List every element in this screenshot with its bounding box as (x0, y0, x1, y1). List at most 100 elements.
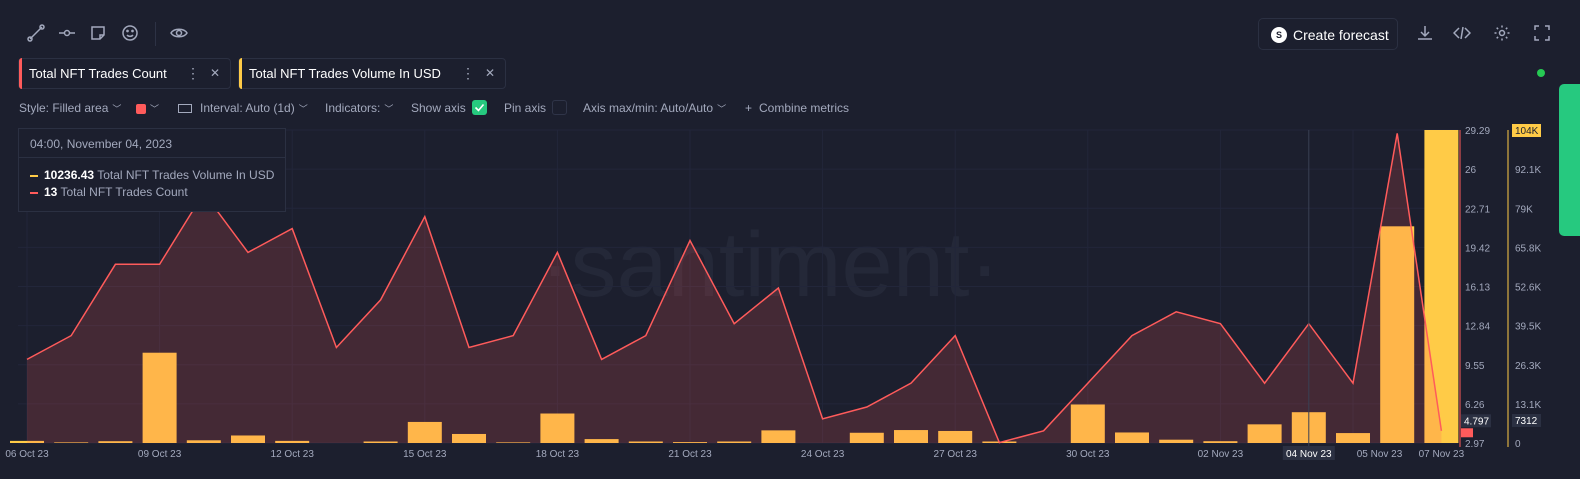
left-axis-current-value: 4.797 (1464, 416, 1489, 427)
indicators-dropdown[interactable]: Indicators: ﹀ (325, 99, 393, 118)
right-axis-tick-label: 39.5K (1515, 322, 1541, 333)
trades-count-area (27, 133, 1442, 443)
chevron-down-icon: ﹀ (298, 104, 308, 114)
create-forecast-button[interactable]: S Create forecast (1258, 18, 1398, 50)
show-axis-checkbox[interactable] (472, 100, 487, 115)
right-axis-tick-label: 79K (1515, 204, 1533, 215)
metric-close-icon[interactable]: ✕ (210, 66, 221, 80)
volume-bar (1380, 226, 1415, 443)
metric-menu-icon[interactable]: ⋮ (461, 65, 475, 81)
right-axis-max-badge (1512, 124, 1541, 137)
metric-label: Total NFT Trades Count (29, 66, 167, 81)
eye-icon[interactable] (169, 24, 189, 44)
volume-bar (540, 413, 575, 443)
x-axis-tick-label: 07 Nov 23 (1419, 449, 1465, 460)
side-panel-toggle[interactable] (1559, 84, 1580, 236)
volume-bar (894, 430, 928, 443)
volume-bar (496, 442, 531, 443)
x-axis-tick-label: 05 Nov 23 (1357, 449, 1403, 460)
right-axis-current-badge (1512, 413, 1541, 427)
volume-bar (407, 421, 442, 443)
chevron-down-icon: ﹀ (717, 104, 727, 114)
x-axis-tick-label: 06 Oct 23 (5, 449, 49, 460)
x-axis-tick-label: 15 Oct 23 (403, 449, 447, 460)
x-axis-tick-label: 09 Oct 23 (138, 449, 182, 460)
note-icon[interactable] (88, 24, 108, 44)
axis-maxmin-label: Axis max/min: Auto/Auto (583, 101, 714, 115)
line-tool-icon[interactable] (26, 24, 46, 44)
x-axis-tick-label: 24 Oct 23 (801, 449, 845, 460)
volume-bar (231, 435, 265, 443)
right-axis-tick-label: 0 (1515, 439, 1521, 450)
left-axis-tick-label: 6.26 (1465, 400, 1485, 411)
embed-icon[interactable] (1452, 24, 1472, 44)
trades-count-line (26, 133, 1443, 444)
horizontal-line-icon[interactable] (57, 24, 77, 44)
metric-label: Total NFT Trades Volume In USD (249, 66, 441, 81)
tooltip-label: Total NFT Trades Volume In USD (97, 168, 275, 182)
volume-bar (10, 440, 44, 443)
live-status-indicator (1537, 69, 1545, 77)
crosshair-date-badge (1282, 446, 1335, 460)
settings-icon[interactable] (1492, 24, 1512, 44)
indicators-label: Indicators: (325, 101, 381, 115)
right-axis-tick-label: 65.8K (1515, 243, 1541, 254)
x-axis-labels: 06 Oct 23 09 Oct 23 12 Oct 23 15 Oct 23 18 O… (5, 446, 1465, 460)
volume-bar (1115, 432, 1149, 443)
color-picker[interactable]: ﹀ (136, 99, 159, 118)
pin-axis-checkbox[interactable] (552, 100, 567, 115)
style-dropdown[interactable]: Style: Filled area ﹀ (19, 99, 121, 118)
pin-axis-label: Pin axis (504, 101, 547, 115)
volume-bar (452, 433, 486, 443)
left-axis-tick-label: 22.71 (1465, 204, 1490, 215)
volume-bar (1203, 441, 1238, 443)
right-axis-labels: 104K 92.1K 79K 65.8K 52.6K 39.5K 26.3K 13.1K 0 73… (1512, 124, 1541, 450)
x-axis-tick-label: 02 Nov 23 (1198, 449, 1244, 460)
fullscreen-icon[interactable] (1532, 24, 1552, 44)
metric-chip-trades-count[interactable]: Total NFT Trades Count ⋮ ✕ (18, 58, 231, 89)
metric-color-indicator (19, 58, 22, 89)
emoji-icon[interactable] (120, 24, 140, 44)
volume-bar (142, 352, 177, 443)
volume-bar (1159, 439, 1194, 443)
combine-metrics-label: Combine metrics (759, 101, 850, 115)
x-axis-tick-label: 27 Oct 23 (934, 449, 978, 460)
x-axis-tick-label: 18 Oct 23 (536, 449, 580, 460)
left-axis-marker (1461, 428, 1473, 438)
metric-close-icon[interactable]: ✕ (485, 66, 496, 80)
combine-metrics-button[interactable]: + Combine metrics (745, 99, 849, 117)
right-axis-tick-label: 92.1K (1515, 165, 1541, 176)
volume-bar (363, 441, 398, 443)
volume-bar (98, 441, 133, 443)
tooltip-value: 13 (44, 185, 58, 199)
create-forecast-label: Create forecast (1293, 27, 1389, 43)
plus-icon: + (745, 101, 753, 115)
chevron-down-icon: ﹀ (150, 104, 160, 114)
volume-bar (717, 441, 752, 443)
tooltip-row-volume: 10236.43 Total NFT Trades Volume In USD (30, 168, 274, 182)
metric-menu-icon[interactable]: ⋮ (186, 65, 200, 81)
santiment-watermark: ·santiment· (540, 214, 1000, 316)
chart-canvas[interactable]: ·santiment· 29.29 26 22.71 19.42 16.13 12.84 9… (0, 120, 1580, 479)
right-axis-tick-label: 26.3K (1515, 361, 1541, 372)
volume-bar (1424, 130, 1459, 443)
ruler-icon (178, 104, 192, 114)
download-icon[interactable] (1415, 24, 1435, 44)
metric-chip-trades-volume[interactable]: Total NFT Trades Volume In USD ⋮ ✕ (238, 58, 506, 89)
volume-bar (1247, 424, 1282, 443)
right-axis-tick-label: 13.1K (1515, 400, 1541, 411)
tooltip-date: 04:00, November 04, 2023 (30, 137, 173, 151)
left-axis-tick-label: 16.13 (1465, 283, 1490, 294)
tooltip-divider (19, 157, 285, 158)
left-axis-current-badge (1461, 414, 1491, 428)
left-axis-tick-label: 12.84 (1465, 322, 1490, 333)
interval-dropdown[interactable]: Interval: Auto (1d) ﹀ (178, 99, 308, 118)
color-swatch (136, 103, 146, 114)
axis-maxmin-dropdown[interactable]: Axis max/min: Auto/Auto ﹀ (583, 99, 726, 118)
chevron-down-icon: ﹀ (112, 104, 122, 114)
right-axis-tick-label: 52.6K (1515, 283, 1541, 294)
left-axis-labels: 29.29 26 22.71 19.42 16.13 12.84 9.55 6.26 2.97 4… (1461, 126, 1491, 450)
legend-swatch (30, 174, 38, 177)
volume-bars (10, 130, 1459, 443)
left-axis-tick-label: 9.55 (1465, 361, 1485, 372)
